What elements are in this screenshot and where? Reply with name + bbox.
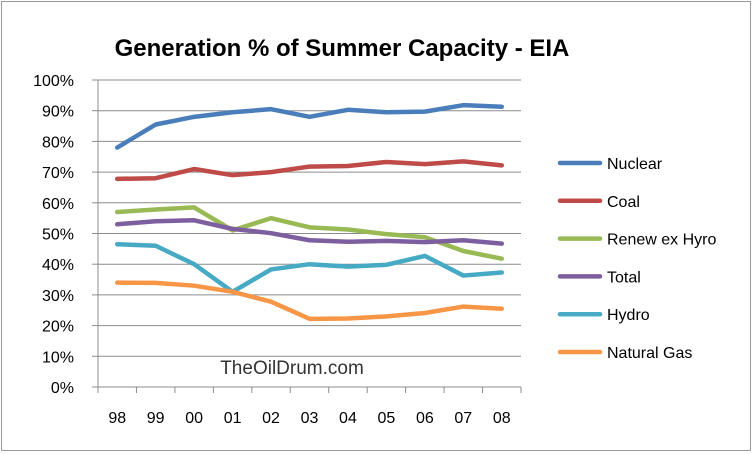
x-tick-label: 03 bbox=[301, 410, 319, 427]
x-tick-label: 04 bbox=[339, 410, 357, 427]
series-line-hydro bbox=[114, 241, 505, 295]
x-tick-label: 08 bbox=[493, 410, 511, 427]
x-tick-label: 02 bbox=[262, 410, 280, 427]
legend: Nuclear Coal Renew ex Hyro Total Hydro Natura… bbox=[557, 156, 716, 362]
watermark-text: TheOilDrum.com bbox=[220, 358, 364, 379]
x-tick-label: 07 bbox=[454, 410, 472, 427]
series-line-coal bbox=[114, 159, 505, 182]
legend-label: Coal bbox=[607, 194, 640, 211]
y-tick-label: 30% bbox=[42, 288, 74, 305]
x-tick-label: 06 bbox=[416, 410, 434, 427]
y-tick-label: 10% bbox=[42, 349, 74, 366]
y-tick-label: 50% bbox=[42, 227, 74, 244]
y-tick-label: 70% bbox=[42, 165, 74, 182]
x-tick-label: 01 bbox=[224, 410, 242, 427]
legend-label: Nuclear bbox=[607, 156, 663, 173]
data-series bbox=[114, 102, 505, 322]
chart-title: Generation % of Summer Capacity - EIA bbox=[115, 35, 570, 62]
legend-label: Total bbox=[607, 269, 641, 286]
y-tick-label: 60% bbox=[42, 196, 74, 213]
x-tick-label: 05 bbox=[378, 410, 396, 427]
legend-label: Renew ex Hyro bbox=[607, 232, 716, 249]
y-tick-label: 100% bbox=[33, 73, 74, 90]
y-tick-label: 40% bbox=[42, 257, 74, 274]
series-line-total bbox=[114, 218, 505, 246]
y-tick-label: 90% bbox=[42, 104, 74, 121]
series-line-nuclear bbox=[114, 102, 505, 150]
legend-label: Hydro bbox=[607, 307, 650, 324]
y-tick-label: 80% bbox=[42, 134, 74, 151]
y-axis-tick-labels: 0% 10% 20% 30% 40% 50% 60% 70% 80% 90% 100% bbox=[33, 73, 98, 397]
x-axis-tick-labels: 98 99 00 01 02 03 04 05 06 07 08 bbox=[97, 387, 522, 427]
x-tick-label: 00 bbox=[185, 410, 203, 427]
grid-lines bbox=[98, 79, 521, 357]
x-tick-label: 99 bbox=[147, 410, 165, 427]
legend-label: Natural Gas bbox=[607, 345, 692, 362]
series-line-natural-gas bbox=[114, 280, 505, 322]
x-tick-label: 98 bbox=[108, 410, 126, 427]
y-tick-label: 0% bbox=[51, 380, 74, 397]
y-tick-label: 20% bbox=[42, 319, 74, 336]
